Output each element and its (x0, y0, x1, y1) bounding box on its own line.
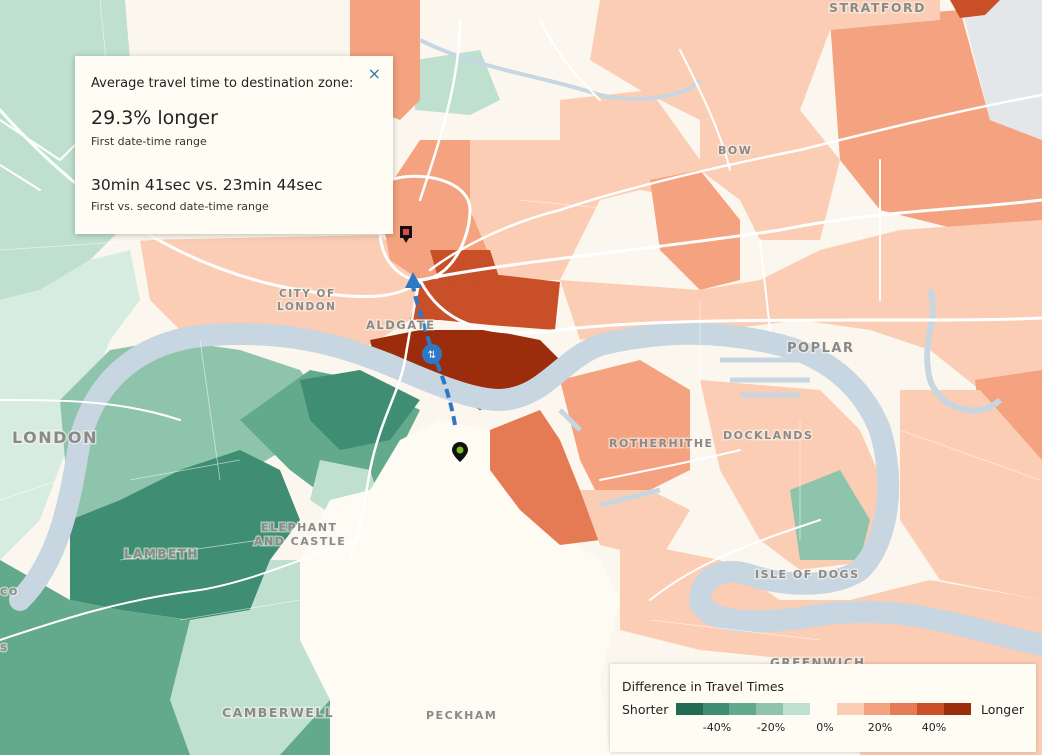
legend-swatch-longer-2 (863, 703, 891, 715)
legend-swatch-shorter-3 (729, 703, 757, 715)
zone-mile-end[interactable] (650, 170, 740, 290)
place-label-docklands: DOCKLANDS (723, 429, 813, 442)
zone-isle-of-dogs-green[interactable] (790, 470, 870, 560)
legend-longer-label: Longer (980, 701, 1025, 717)
zone-north-east[interactable] (830, 10, 1042, 230)
zone-north-far-east[interactable] (960, 0, 1042, 140)
zone-rotherhithe[interactable] (490, 410, 600, 545)
place-label-rotherhithe: ROTHERHITHE (609, 437, 714, 450)
svg-text:⇅: ⇅ (428, 350, 436, 361)
zone-stratford[interactable] (590, 0, 940, 120)
zone-north-green[interactable] (415, 50, 500, 115)
legend-tick-3: 20% (867, 721, 893, 734)
tooltip-compare-value: 30min 41sec vs. 23min 44sec (91, 176, 323, 194)
zone-rotherhithe-light[interactable] (560, 360, 690, 500)
legend-swatch-shorter-4 (756, 703, 784, 715)
legend-swatch-neutral (810, 703, 837, 715)
legend-swatch-longer-1 (836, 703, 864, 715)
river-lea (924, 289, 1003, 414)
travel-time-tooltip: × Average travel time to destination zon… (75, 56, 393, 234)
zone-lambeth-light[interactable] (60, 340, 330, 520)
close-icon[interactable]: × (367, 64, 381, 83)
place-label-stratford: STRATFORD (829, 0, 926, 15)
zone-rotherhithe-south[interactable] (580, 490, 690, 560)
place-label-elephant: ELEPHANT (261, 521, 338, 534)
place-label-edge-co: CO (0, 587, 19, 598)
surrey-docks (558, 408, 661, 508)
legend-swatch-shorter-5 (783, 703, 810, 715)
place-label-peckham: PECKHAM (426, 709, 497, 722)
zone-far-east-dark[interactable] (975, 370, 1042, 460)
place-label-london: LONDON (12, 428, 98, 447)
zone-bethnal[interactable] (560, 90, 700, 200)
legend-swatch-longer-4 (917, 703, 945, 715)
zone-poplar[interactable] (560, 220, 1042, 400)
docks (720, 357, 820, 398)
place-label-and-castle: AND CASTLE (254, 535, 346, 548)
place-label-aldgate: ALDGATE (366, 318, 435, 332)
place-label-camberwell: CAMBERWELL (222, 705, 334, 720)
place-label-isle-of-dogs: ISLE OF DOGS (755, 568, 860, 581)
route-arrow-icon (405, 272, 422, 288)
zone-southwark-dark[interactable] (300, 370, 420, 450)
tooltip-compare-caption: First vs. second date-time range (91, 200, 269, 213)
zone-lambeth[interactable] (70, 450, 300, 620)
legend-panel: Difference in Travel Times Shorter Longe… (610, 664, 1036, 752)
legend-swatch-shorter-2 (702, 703, 730, 715)
legend-tick-0: -40% (702, 721, 732, 734)
legend-swatch-longer-5 (944, 703, 971, 715)
legend-title: Difference in Travel Times (622, 679, 785, 694)
place-label-city-of: CITY OF (279, 288, 336, 300)
legend-swatch-shorter-1 (675, 703, 703, 715)
zone-city-light[interactable] (140, 235, 420, 345)
transfer-icon[interactable]: ⇅ (422, 344, 442, 364)
tooltip-title: Average travel time to destination zone: (91, 76, 354, 91)
river-thames (9, 322, 1042, 656)
zone-bow-east[interactable] (700, 110, 840, 240)
zone-aldgate-mid[interactable] (410, 275, 560, 330)
zone-stratford-dark[interactable] (950, 0, 1000, 18)
place-label-london-city: LONDON (277, 301, 336, 313)
origin-pin-icon[interactable] (400, 226, 412, 243)
legend-ticks: -40% -20% 0% 20% 40% (622, 721, 1024, 741)
destination-pin-icon[interactable] (452, 442, 468, 462)
legend-tick-4: 40% (921, 721, 947, 734)
zone-camberwell[interactable] (170, 560, 330, 755)
zone-whitechapel-light[interactable] (470, 140, 600, 280)
road-network (0, 18, 1042, 641)
route-line (411, 284, 457, 426)
legend-scale: Shorter Longer (622, 701, 1025, 717)
tooltip-percent-value: 29.3% longer (91, 107, 218, 129)
legend-shorter-label: Shorter (622, 701, 669, 717)
place-label-edge-s: S (0, 643, 9, 654)
place-label-bow: BOW (718, 144, 752, 157)
legend-tick-2: 0% (816, 721, 834, 734)
zone-east-mid[interactable] (880, 270, 1000, 360)
tooltip-percent-caption: First date-time range (91, 135, 207, 148)
legend-tick-1: -20% (756, 721, 786, 734)
place-label-lambeth: LAMBETH (124, 547, 199, 561)
place-label-poplar: POPLAR (787, 341, 854, 356)
zone-peckham[interactable] (300, 420, 620, 755)
legend-swatch-longer-3 (890, 703, 918, 715)
